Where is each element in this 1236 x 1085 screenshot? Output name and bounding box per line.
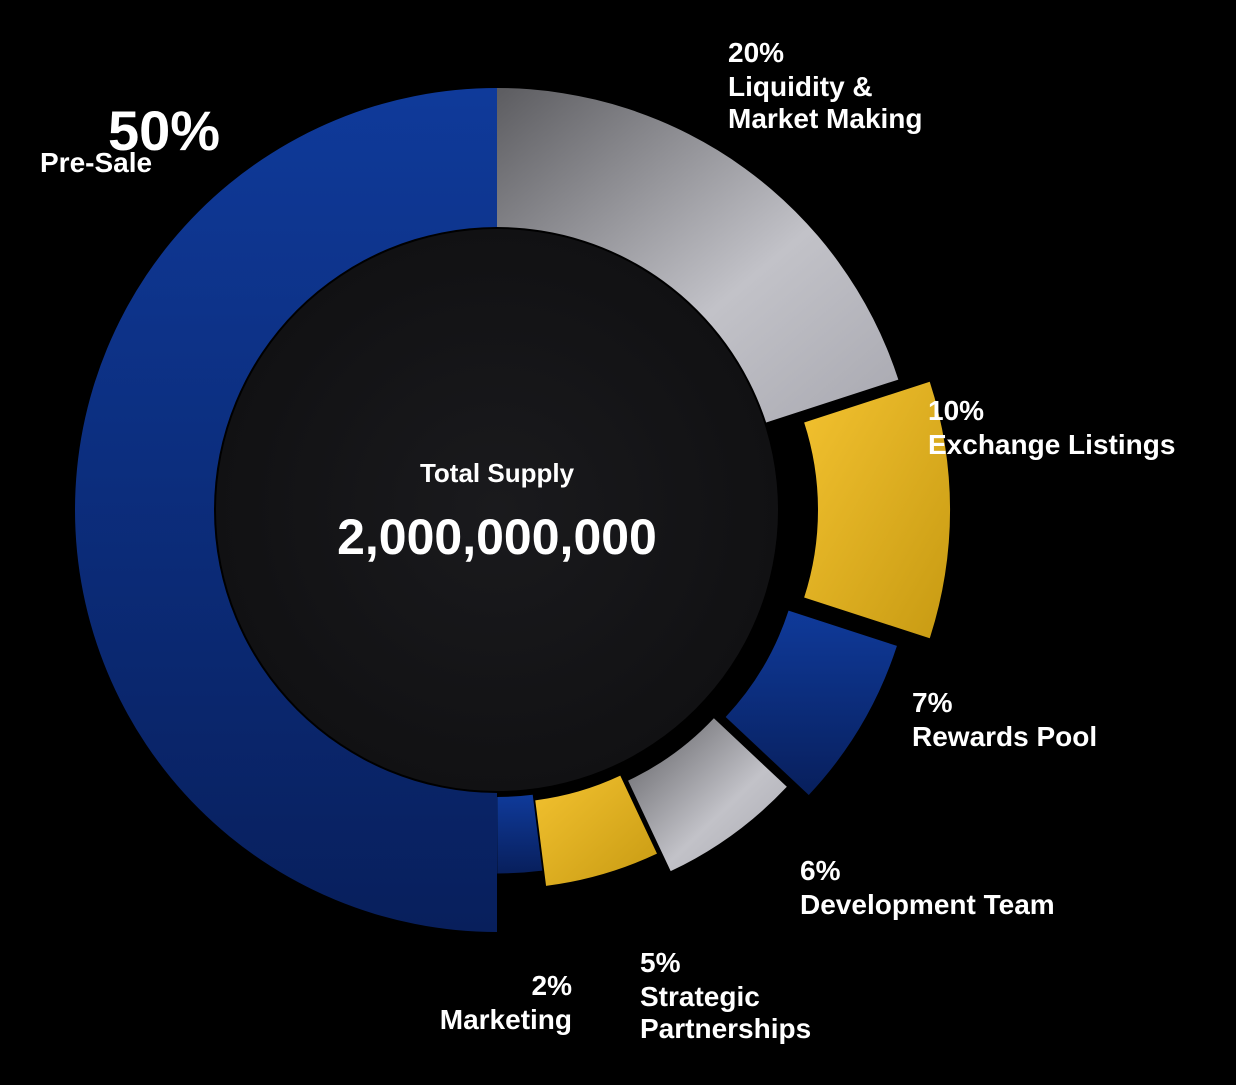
slice-percent-label: 20%	[728, 37, 784, 68]
slice-name-label: Exchange Listings	[928, 429, 1175, 460]
slice-percent-label: 6%	[800, 855, 841, 886]
donut-hole	[216, 229, 778, 791]
slice-name-label: Pre-Sale	[40, 147, 152, 178]
slice-name-label: Rewards Pool	[912, 721, 1097, 752]
slice-development-team	[628, 718, 787, 872]
slice-percent-label: 50%	[108, 99, 220, 162]
slice-exchange-listings	[804, 381, 951, 639]
slice-strategic-partnerships	[535, 775, 657, 886]
slice-percent-label: 2%	[532, 970, 573, 1001]
slice-name-label: Marketing	[440, 1004, 572, 1035]
slice-rewards-pool	[725, 610, 897, 795]
total-supply-label: Total Supply	[420, 458, 575, 488]
donut-slices	[75, 88, 951, 932]
slice-percent-label: 5%	[640, 947, 681, 978]
slice-pre-sale	[75, 88, 497, 932]
slice-percent-label: 10%	[928, 395, 984, 426]
slice-liquidity-market-making	[497, 88, 899, 423]
slice-name-label: Partnerships	[640, 1013, 811, 1044]
slice-labels: 20%Liquidity &Market Making 10%Exchange L…	[40, 37, 1175, 1044]
total-supply-value: 2,000,000,000	[337, 509, 657, 565]
slice-name-label: Liquidity &	[728, 71, 873, 102]
slice-name-label: Strategic	[640, 981, 760, 1012]
center-text-group: Total Supply 2,000,000,000	[337, 458, 657, 565]
slice-name-label: Market Making	[728, 103, 923, 134]
slice-marketing	[497, 794, 543, 874]
slice-name-label: Development Team	[800, 889, 1055, 920]
slice-percent-label: 7%	[912, 687, 953, 718]
